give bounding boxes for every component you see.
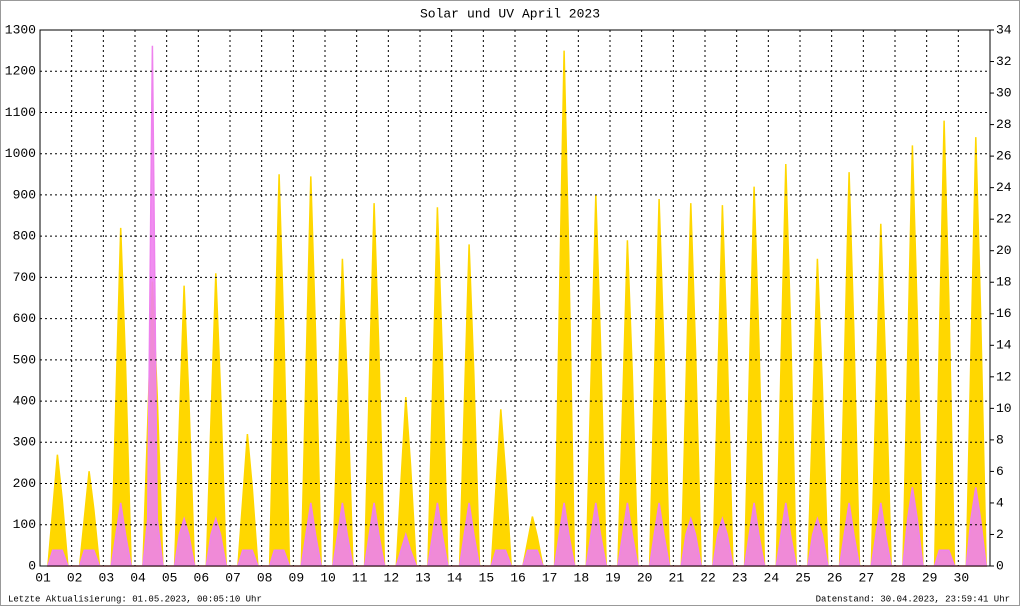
y-tick-label: 1100	[5, 105, 36, 120]
y2-tick-label: 4	[996, 495, 1004, 510]
x-tick-label: 25	[795, 570, 811, 585]
y-tick-label: 1200	[5, 64, 36, 79]
y-tick-label: 900	[13, 187, 36, 202]
y-tick-label: 1000	[5, 146, 36, 161]
y2-tick-label: 14	[996, 338, 1012, 353]
legend-solar: Solar	[420, 6, 459, 21]
x-tick-label: 13	[415, 570, 431, 585]
x-tick-label: 03	[99, 570, 115, 585]
x-tick-label: 08	[257, 570, 273, 585]
x-tick-label: 10	[320, 570, 336, 585]
x-tick-label: 01	[35, 570, 51, 585]
x-tick-label: 27	[859, 570, 875, 585]
y-tick-label: 1300	[5, 22, 36, 37]
y2-tick-label: 22	[996, 212, 1012, 227]
y2-tick-label: 6	[996, 464, 1004, 479]
y2-tick-label: 18	[996, 275, 1012, 290]
y-tick-label: 400	[13, 394, 36, 409]
y-tick-label: 100	[13, 517, 36, 532]
y2-tick-label: 24	[996, 180, 1012, 195]
y-tick-label: 500	[13, 352, 36, 367]
y2-tick-label: 16	[996, 306, 1012, 321]
x-tick-label: 11	[352, 570, 368, 585]
y2-tick-label: 12	[996, 369, 1012, 384]
x-tick-label: 22	[700, 570, 716, 585]
y2-tick-label: 2	[996, 527, 1004, 542]
title-join: und	[467, 6, 490, 21]
footer-right: Datenstand: 30.04.2023, 23:59:41 Uhr	[816, 594, 1010, 604]
y-tick-label: 200	[13, 476, 36, 491]
y-tick-label: 700	[13, 270, 36, 285]
plot-border	[39, 29, 991, 567]
y2-tick-label: 34	[996, 22, 1012, 37]
x-tick-label: 12	[384, 570, 400, 585]
y2-tick-label: 26	[996, 149, 1012, 164]
y-tick-label: 800	[13, 229, 36, 244]
x-tick-label: 23	[732, 570, 748, 585]
x-tick-label: 14	[447, 570, 463, 585]
x-tick-label: 26	[827, 570, 843, 585]
y-tick-label: 300	[13, 435, 36, 450]
x-tick-label: 20	[637, 570, 653, 585]
y-tick-label: 600	[13, 311, 36, 326]
x-tick-label: 15	[479, 570, 495, 585]
legend-uv: UV	[498, 6, 514, 21]
x-tick-label: 09	[289, 570, 305, 585]
x-tick-label: 18	[574, 570, 590, 585]
x-tick-label: 05	[162, 570, 178, 585]
x-tick-label: 28	[890, 570, 906, 585]
y2-tick-label: 20	[996, 243, 1012, 258]
x-tick-label: 24	[764, 570, 780, 585]
x-tick-label: 07	[225, 570, 241, 585]
chart-title: April 2023	[522, 6, 600, 21]
y2-tick-label: 28	[996, 117, 1012, 132]
y2-tick-label: 8	[996, 432, 1004, 447]
y-tick-label: 0	[28, 558, 36, 573]
x-tick-label: 21	[669, 570, 685, 585]
x-tick-label: 16	[510, 570, 526, 585]
x-tick-label: 19	[605, 570, 621, 585]
x-tick-label: 29	[922, 570, 938, 585]
x-tick-label: 02	[67, 570, 83, 585]
y2-tick-label: 10	[996, 401, 1012, 416]
x-tick-label: 04	[130, 570, 146, 585]
y2-tick-label: 32	[996, 54, 1012, 69]
x-tick-label: 06	[194, 570, 210, 585]
x-tick-label: 17	[542, 570, 558, 585]
y2-tick-label: 0	[996, 558, 1004, 573]
footer-left: Letzte Aktualisierung: 01.05.2023, 00:05…	[8, 594, 262, 604]
y2-tick-label: 30	[996, 85, 1012, 100]
x-tick-label: 30	[954, 570, 970, 585]
